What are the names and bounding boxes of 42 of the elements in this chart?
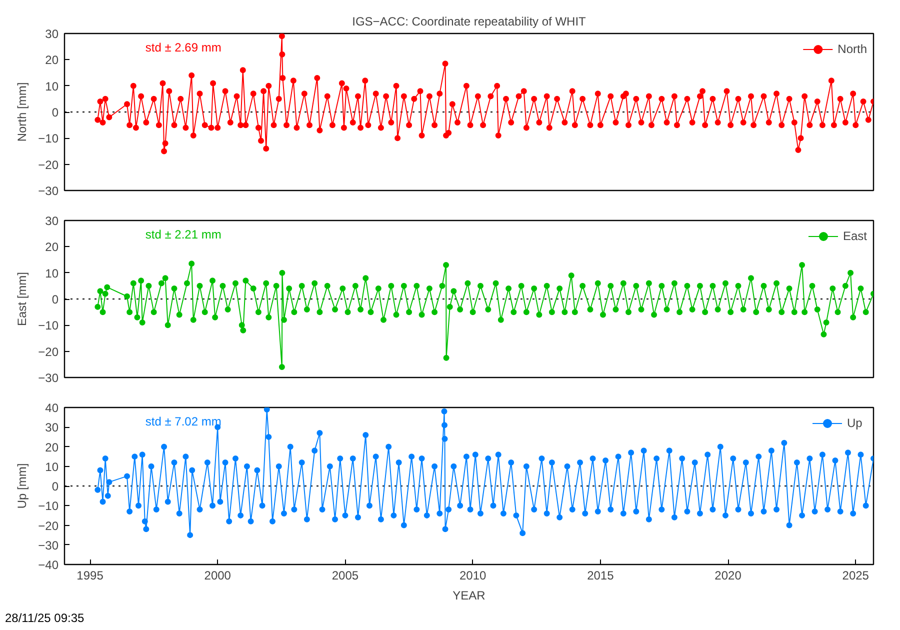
y-tick-label: −10: [38, 318, 59, 333]
y-tick-label: 20: [45, 440, 59, 454]
y-axis-title: Up [mm]: [15, 463, 30, 509]
y-tick-label: −20: [38, 158, 59, 172]
y-tick-label: 40: [45, 401, 59, 415]
y-tick-label: 10: [45, 460, 59, 474]
y-tick-label: 0: [52, 106, 59, 120]
y-tick-label: 30: [45, 27, 59, 41]
y-axis-title: North [mm]: [15, 82, 30, 142]
y-axis-title: East [mm]: [15, 272, 30, 326]
x-tick-label: 2010: [459, 568, 486, 582]
annotation: std ± 7.02 mm: [145, 414, 222, 429]
x-tick-label: 1995: [76, 568, 104, 582]
x-tick-label: 2015: [587, 568, 614, 582]
y-tick-label: 10: [45, 266, 59, 280]
annotation: std ± 2.21 mm: [145, 228, 222, 242]
y-tick-label: 10: [45, 79, 59, 94]
y-tick-label: 20: [45, 53, 59, 68]
legend-label: Up: [847, 416, 864, 430]
y-tick-label: 30: [45, 214, 59, 228]
x-axis-title: YEAR: [452, 588, 486, 602]
y-tick-label: −30: [38, 184, 59, 198]
y-tick-label: −10: [38, 499, 59, 514]
y-tick-label: 30: [45, 420, 59, 435]
y-tick-label: −40: [38, 558, 59, 572]
annotation: std ± 2.69 mm: [145, 40, 222, 55]
y-tick-label: −10: [38, 132, 59, 146]
text: 28/11/25 09:35: [5, 610, 84, 627]
x-tick-label: 2000: [204, 568, 232, 582]
x-tick-label: 2005: [332, 568, 359, 582]
y-tick-label: −20: [38, 518, 59, 533]
legend-label: East: [842, 229, 867, 243]
y-tick-label: 20: [45, 240, 59, 254]
y-tick-label: 0: [52, 292, 59, 306]
y-tick-label: −20: [38, 344, 59, 359]
y-tick-label: 0: [52, 480, 59, 494]
x-tick-label: 2020: [714, 568, 742, 582]
chart-title: IGS−ACC: Coordinate repeatability of WHIT: [352, 14, 587, 28]
y-tick-label: −30: [38, 538, 59, 552]
legend-label: North: [838, 42, 867, 56]
y-tick-label: −30: [38, 371, 59, 385]
x-tick-label: 2025: [842, 568, 870, 582]
